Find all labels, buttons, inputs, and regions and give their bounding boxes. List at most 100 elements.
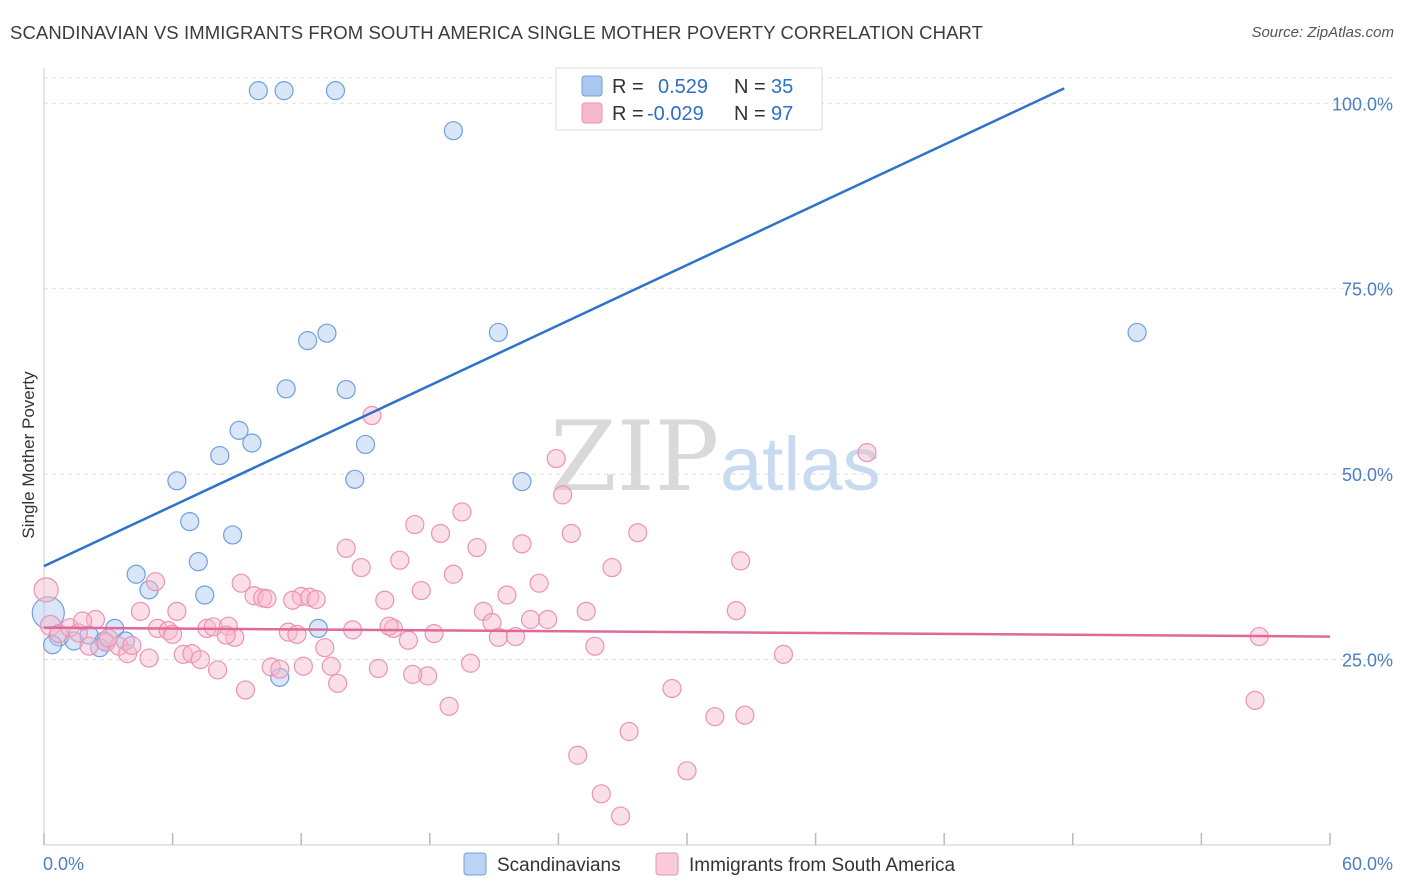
point-immigrants (730, 551, 751, 571)
point-immigrants (79, 636, 99, 656)
point-scandinavians (317, 323, 337, 343)
series-legend: Scandinavians Immigrants from South Amer… (463, 852, 956, 876)
point-scandinavians (242, 433, 262, 453)
x-tick-label-max: 60.0% (1342, 854, 1393, 874)
x-ticks (43, 833, 1331, 845)
legend-r-label-2: R = (612, 103, 644, 125)
point-scandinavians (336, 379, 356, 400)
point-immigrants (33, 577, 59, 603)
point-immigrants (390, 550, 410, 570)
bottom-legend-swatch-scandinavians (463, 852, 487, 876)
point-scandinavians (1127, 322, 1147, 343)
legend-r-label-1: R = (612, 76, 644, 98)
point-scandinavians (345, 469, 365, 489)
legend-n-label-1: N = (734, 76, 766, 98)
grid-lines (44, 77, 1392, 661)
point-immigrants (439, 696, 459, 716)
point-immigrants (190, 649, 211, 670)
point-immigrants (529, 573, 549, 593)
point-immigrants (287, 624, 307, 644)
point-immigrants (430, 523, 451, 544)
point-immigrants (418, 666, 438, 686)
point-immigrants (546, 448, 566, 469)
point-immigrants (460, 653, 481, 673)
point-scandinavians (274, 81, 294, 101)
y-tick-label: 50.0% (1342, 465, 1393, 485)
point-immigrants (576, 601, 596, 621)
point-scandinavians (223, 525, 243, 545)
y-tick-label: 100.0% (1332, 94, 1393, 114)
trend-line-immigrants (43, 626, 1331, 638)
stats-legend: R = 0.529 N = 35 R = -0.029 N = 97 (555, 67, 823, 131)
trend-lines (43, 87, 1331, 638)
point-immigrants (619, 721, 639, 742)
legend-r-value-1: 0.529 (658, 76, 708, 98)
point-immigrants (403, 664, 423, 684)
point-immigrants (231, 573, 251, 593)
point-immigrants (411, 580, 431, 601)
legend-swatch-immigrants (581, 102, 603, 124)
point-immigrants (368, 658, 388, 679)
point-immigrants (306, 589, 326, 610)
point-immigrants (538, 609, 558, 630)
point-immigrants (677, 761, 697, 781)
point-immigrants (351, 557, 371, 578)
point-scandinavians (355, 434, 376, 455)
point-immigrants (585, 636, 605, 656)
point-immigrants (467, 537, 487, 558)
point-immigrants (167, 601, 187, 621)
chart-source: Source: ZipAtlas.com (1251, 24, 1394, 41)
watermark-atlas: atlas (720, 422, 881, 507)
point-scandinavians (325, 81, 346, 101)
point-scandinavians (188, 552, 208, 572)
point-immigrants (163, 624, 183, 644)
point-immigrants (610, 806, 631, 826)
point-immigrants (452, 502, 472, 522)
point-scandinavians (276, 379, 296, 399)
bottom-legend-label-scandinavians: Scandinavians (497, 855, 621, 876)
point-scandinavians (180, 511, 200, 532)
point-scandinavians (512, 471, 532, 492)
point-immigrants (591, 784, 611, 804)
point-scandinavians (210, 445, 230, 466)
point-immigrants (145, 572, 166, 592)
point-immigrants (257, 589, 277, 609)
point-immigrants (321, 656, 341, 676)
y-axis-label: Single Mother Poverty (19, 371, 38, 539)
point-immigrants (139, 648, 159, 668)
trend-line-scandinavians (43, 87, 1065, 568)
point-immigrants (443, 564, 463, 584)
point-immigrants (375, 590, 395, 610)
point-immigrants (293, 656, 313, 676)
point-immigrants (283, 590, 303, 610)
point-immigrants (270, 659, 290, 679)
legend-n-label-2: N = (734, 103, 766, 125)
point-immigrants (857, 443, 877, 463)
point-immigrants (424, 624, 444, 644)
point-scandinavians (167, 471, 187, 491)
point-immigrants (512, 534, 532, 554)
point-immigrants (315, 638, 335, 658)
legend-n-value-2: 97 (771, 103, 793, 125)
point-immigrants (628, 523, 648, 543)
chart-title: SCANDINAVIAN VS IMMIGRANTS FROM SOUTH AM… (10, 22, 984, 43)
point-immigrants (561, 523, 581, 544)
point-immigrants (602, 557, 622, 578)
point-immigrants (726, 601, 746, 621)
legend-r-value-2: -0.029 (647, 103, 704, 125)
point-scandinavians (195, 585, 215, 605)
x-tick-label-min: 0.0% (43, 854, 84, 874)
point-immigrants (122, 635, 142, 656)
point-immigrants (497, 585, 517, 605)
point-immigrants (208, 660, 228, 680)
point-immigrants (398, 630, 418, 650)
point-immigrants (1245, 690, 1265, 710)
point-immigrants (328, 673, 348, 693)
watermark-zip: ZIP (550, 401, 719, 513)
point-immigrants (336, 538, 356, 558)
bottom-legend-swatch-immigrants (655, 852, 679, 876)
point-immigrants (130, 601, 151, 621)
point-scandinavians (248, 81, 268, 101)
point-immigrants (98, 628, 118, 648)
